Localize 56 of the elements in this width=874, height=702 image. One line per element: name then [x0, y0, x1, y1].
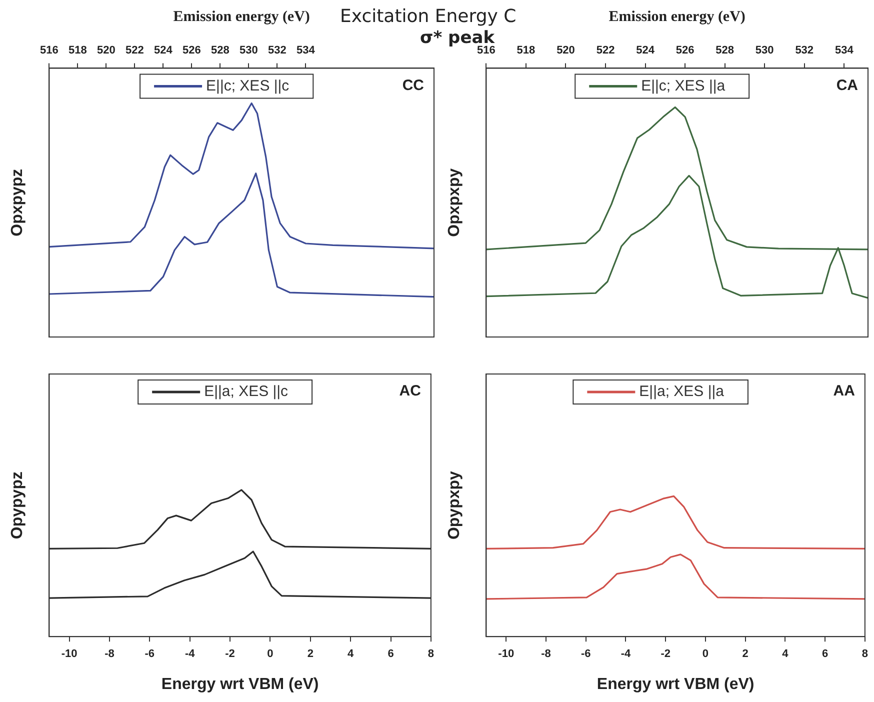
- legend-label: E||a; XES ||c: [204, 383, 289, 400]
- x-tick-label: 534: [834, 44, 854, 57]
- x-tick-label: 0: [267, 648, 274, 660]
- x-tick-label: 520: [97, 44, 116, 57]
- x-tick-label: -6: [580, 648, 591, 660]
- x-tick-label: 0: [702, 648, 709, 660]
- text: Excitation Energy C: [340, 6, 516, 27]
- x-tick-label: 522: [596, 44, 615, 57]
- text: CA: [836, 76, 858, 94]
- x-tick-label: 526: [182, 44, 201, 57]
- x-tick-label: 516: [40, 44, 58, 57]
- x-tick-label: -10: [61, 648, 78, 660]
- x-tick-label: 524: [636, 44, 656, 57]
- x-tick-label: 2: [307, 648, 314, 660]
- x-axis-title: Emission energy (eV): [173, 8, 310, 25]
- x-tick-label: -2: [225, 648, 235, 660]
- x-tick-label: 520: [556, 44, 575, 57]
- x-tick-label: 2: [742, 648, 748, 660]
- x-tick-label: 6: [388, 648, 394, 660]
- x-tick-label: 532: [795, 44, 814, 57]
- x-tick-label: -2: [660, 648, 670, 660]
- y-axis-title: Opypypz: [9, 472, 26, 540]
- x-tick-label: 528: [211, 44, 230, 57]
- y-axis-title: Opxpypz: [9, 168, 26, 236]
- x-tick-label: 518: [516, 44, 536, 57]
- x-tick-label: -6: [144, 648, 155, 660]
- x-tick-label: 532: [268, 44, 286, 57]
- y-axis-title: Opxpxpy: [446, 168, 464, 237]
- y-axis-title: Opypxpy: [446, 470, 464, 540]
- x-axis-title: Energy wrt VBM (eV): [161, 676, 319, 693]
- legend-label: E||c; XES ||c: [206, 77, 290, 94]
- x-tick-label: -8: [541, 648, 551, 660]
- x-tick-label: 518: [68, 44, 87, 57]
- legend-label: E||c; XES ||a: [641, 77, 726, 94]
- x-tick-label: 524: [154, 44, 174, 57]
- text: CC: [402, 76, 424, 94]
- x-tick-label: -10: [498, 648, 514, 660]
- text: AA: [833, 382, 856, 400]
- x-tick-label: -8: [104, 648, 114, 660]
- x-tick-label: 526: [676, 44, 694, 57]
- x-tick-label: -4: [620, 648, 632, 660]
- x-tick-label: -4: [184, 648, 196, 660]
- x-axis-title: Emission energy (eV): [608, 8, 746, 25]
- x-tick-label: 4: [782, 648, 790, 660]
- x-tick-label: 530: [755, 44, 774, 57]
- x-tick-label: 8: [428, 648, 434, 660]
- x-tick-label: 8: [862, 648, 868, 660]
- x-axis-title: Energy wrt VBM (eV): [596, 676, 754, 693]
- x-tick-label: 6: [822, 648, 828, 660]
- text: AC: [399, 382, 422, 400]
- x-tick-label: 534: [296, 44, 316, 57]
- x-tick-label: 530: [240, 44, 258, 57]
- x-tick-label: 4: [348, 648, 355, 660]
- x-tick-label: 522: [126, 44, 144, 57]
- x-tick-label: 528: [716, 44, 734, 57]
- legend-label: E||a; XES ||a: [639, 383, 725, 400]
